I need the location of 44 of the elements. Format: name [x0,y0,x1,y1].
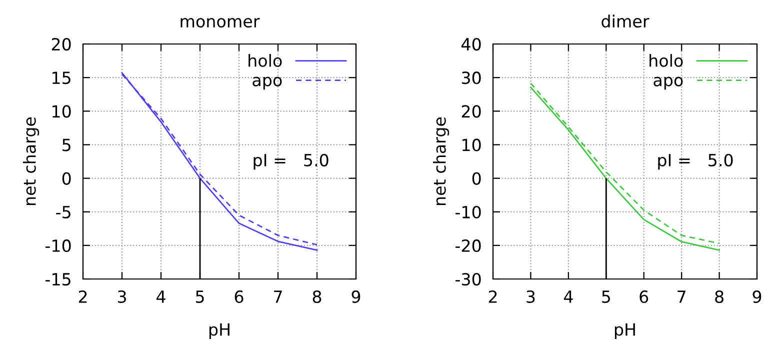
y-tick-label: 5 [62,138,70,152]
x-tick-label: 3 [526,290,535,304]
x-tick-label: 6 [234,290,244,304]
x-tick-label: 4 [156,290,166,303]
x-tick-label: 8 [312,290,322,304]
y-tick-label: 20 [462,105,481,118]
x-tick-label: 5 [196,290,204,304]
x-tick-label: 8 [715,290,724,304]
legend-label: apo [654,76,683,90]
x-tick-label: 9 [352,290,360,304]
x-tick-label: 9 [752,290,762,304]
x-tick-label: 3 [118,290,126,304]
x-tick-label: 7 [274,290,282,303]
y-tick-label: 40 [461,38,481,51]
y-tick-label: 10 [52,105,71,118]
legend-label: holo [248,54,282,67]
y-tick-label: 15 [52,72,70,84]
y-tick-label: 30 [462,72,481,84]
y-tick-label: -10 [455,206,481,218]
x-axis-title: pH [614,323,635,340]
y-tick-label: -15 [45,273,70,286]
y-tick-label: -5 [56,206,70,218]
y-tick-label: -20 [455,239,481,252]
x-tick-label: 6 [640,290,648,304]
y-tick-label: -30 [455,272,481,286]
y-tick-label: 0 [62,172,71,185]
y-axis-title: net charge [22,117,40,205]
x-tick-label: 2 [78,290,87,303]
legend-label: apo [252,76,282,90]
y-tick-label: 20 [52,38,71,51]
x-tick-label: 4 [564,290,573,303]
y-tick-label: 10 [462,138,481,152]
legend-label: holo [650,54,683,67]
x-tick-label: 2 [488,290,497,303]
y-tick-label: 0 [472,172,481,185]
y-axis-title: net charge [432,117,450,205]
x-tick-label: 7 [678,290,686,303]
annotation: pI = 5.0 [254,154,328,170]
chart-title: dimer [602,14,650,28]
chart-title: monomer [180,18,260,28]
x-axis-title: pH [209,323,230,340]
x-tick-label: 5 [602,290,610,304]
y-tick-label: -10 [45,239,71,252]
annotation: pI = 5.0 [658,154,733,170]
